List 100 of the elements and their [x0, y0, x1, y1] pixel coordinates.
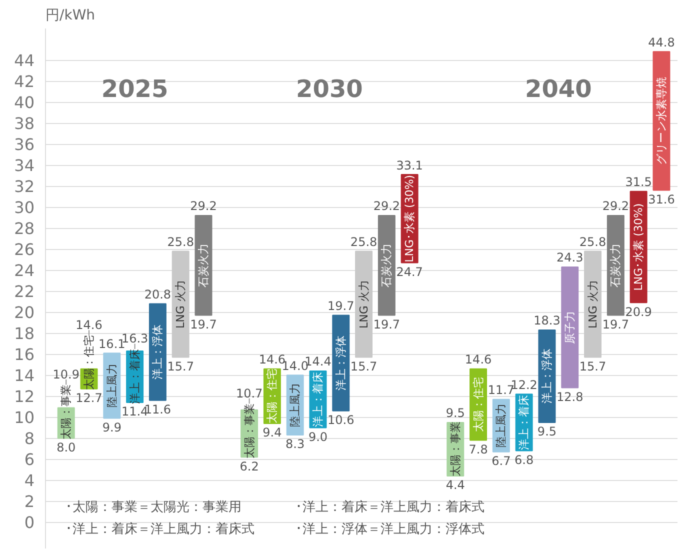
y-axis-title: 円/kWh [46, 8, 96, 24]
annotation: ･洋上：着床＝洋上風力：着床式 [66, 520, 254, 537]
text: 20.9 [625, 304, 652, 319]
annotation: ･洋上：着床＝洋上風力：着床式 [296, 498, 484, 515]
x-tick-label: 太陽：住宅 [266, 368, 279, 424]
text: 11.7 [488, 383, 515, 398]
text: 19.7 [373, 317, 400, 332]
y-tick-label: 16 [14, 345, 34, 364]
text: 10.7 [236, 386, 263, 400]
y-tick-label: 40 [14, 93, 34, 112]
x-tick-label: 太陽：事業 [60, 384, 73, 440]
x-tick-label: 洋上：着床 [128, 348, 142, 404]
text: 25.8 [167, 234, 194, 249]
y-tick-label: 38 [14, 114, 34, 134]
text: 9.0 [308, 430, 328, 444]
y-tick-label: 28 [14, 219, 34, 238]
y-tick-label: 44 [14, 51, 34, 70]
y-tick-label: 20 [14, 303, 34, 322]
text: 19.7 [190, 317, 217, 332]
text: 33.1 [396, 158, 423, 172]
text: 14.6 [258, 352, 286, 367]
bar [355, 250, 373, 358]
text: 19.7 [602, 317, 630, 332]
y-tick-label: 36 [14, 135, 34, 154]
text: 6.7 [492, 454, 511, 468]
y-tick-label: 34 [14, 156, 34, 176]
x-tick-label: 太陽：事業 [242, 403, 256, 458]
y-tick-label: 18 [14, 324, 34, 344]
y-tick-label: 42 [14, 72, 34, 92]
text: 19.7 [328, 299, 354, 314]
text: 9.9 [102, 420, 122, 434]
text: 10.9 [52, 367, 80, 382]
x-tick-label: 太陽：住宅 [472, 377, 485, 432]
x-tick-label: 太陽：住宅 [82, 335, 96, 390]
text: 12.7 [76, 391, 102, 406]
text: 20.8 [144, 287, 172, 302]
x-tick-label: LNG･水素 (30%) [632, 203, 646, 291]
x-tick-label: 洋上：浮体 [540, 348, 554, 404]
text: 15.7 [350, 360, 378, 374]
x-tick-label: 石炭火力 [380, 243, 394, 288]
y-tick-label: 10 [14, 408, 34, 428]
y-tick-label: 24 [14, 261, 34, 280]
x-tick-label: LNG･水素 (30%) [403, 174, 416, 262]
x-tick-label: 洋上：着床 [518, 394, 531, 450]
text: 9.5 [446, 406, 465, 420]
text: 24.7 [396, 264, 423, 279]
x-tick-label: 原子力 [563, 310, 576, 344]
text: 6.8 [514, 453, 534, 468]
text: 14.6 [464, 352, 492, 367]
text: 12.8 [556, 390, 584, 404]
text: 29.2 [190, 199, 217, 214]
text: 31.5 [625, 175, 652, 190]
y-tick-label: 22 [14, 282, 34, 302]
text: 18.3 [534, 314, 560, 328]
annotation: ･洋上：浮体＝洋上風力：浮体式 [296, 522, 484, 537]
y-tick-label: 6 [24, 450, 35, 470]
y-tick-label: 4 [24, 471, 35, 490]
y-tick-label: 32 [14, 177, 34, 196]
text: 15.7 [167, 360, 194, 374]
text: 14.6 [76, 318, 102, 332]
text: 25.8 [579, 234, 606, 249]
text: 44.8 [648, 35, 675, 50]
x-tick-label: 太陽：事業 [448, 422, 462, 477]
x-tick-label: 洋上：浮体 [334, 336, 348, 391]
x-tick-label: 陸上風力 [494, 404, 508, 448]
text: 4.4 [446, 478, 465, 492]
y-tick-label: 14 [14, 366, 34, 386]
text: 24.3 [556, 250, 584, 265]
bar [378, 214, 396, 316]
y-tick-label: 12 [14, 387, 34, 406]
text: 15.7 [579, 360, 606, 374]
x-tick-label: LNG 火力 [174, 280, 188, 328]
text: 31.6 [648, 192, 675, 206]
text: 6.2 [240, 459, 259, 474]
text: 25.8 [350, 234, 378, 249]
y-tick-label: 30 [14, 198, 34, 218]
x-tick-label: グリーン水素専焼 [654, 76, 668, 165]
x-tick-label: 石炭火力 [197, 243, 210, 288]
text: 7.8 [468, 442, 488, 456]
y-tick-label: 0 [24, 513, 35, 532]
x-tick-label: 陸上風力 [288, 383, 302, 428]
annotation: 2025 [101, 74, 168, 103]
x-tick-label: 洋上：着床 [311, 372, 324, 427]
x-tick-label: LNG 火力 [586, 280, 600, 328]
bar [561, 266, 579, 388]
annotation: 2030 [296, 74, 363, 103]
bar [172, 250, 190, 358]
x-tick-label: 陸上風力 [105, 364, 118, 408]
bar [606, 214, 624, 316]
text: 29.2 [373, 199, 400, 214]
text: 9.4 [262, 426, 282, 440]
annotation: 2040 [525, 74, 592, 103]
y-tick-label: 8 [24, 429, 35, 448]
bar [584, 250, 602, 358]
text: 29.2 [602, 199, 630, 214]
y-tick-label: 26 [14, 240, 34, 260]
x-tick-label: 石炭火力 [609, 243, 622, 288]
text: 8.3 [286, 437, 305, 452]
y-tick-label: 2 [24, 492, 35, 512]
text: 9.5 [537, 424, 557, 439]
